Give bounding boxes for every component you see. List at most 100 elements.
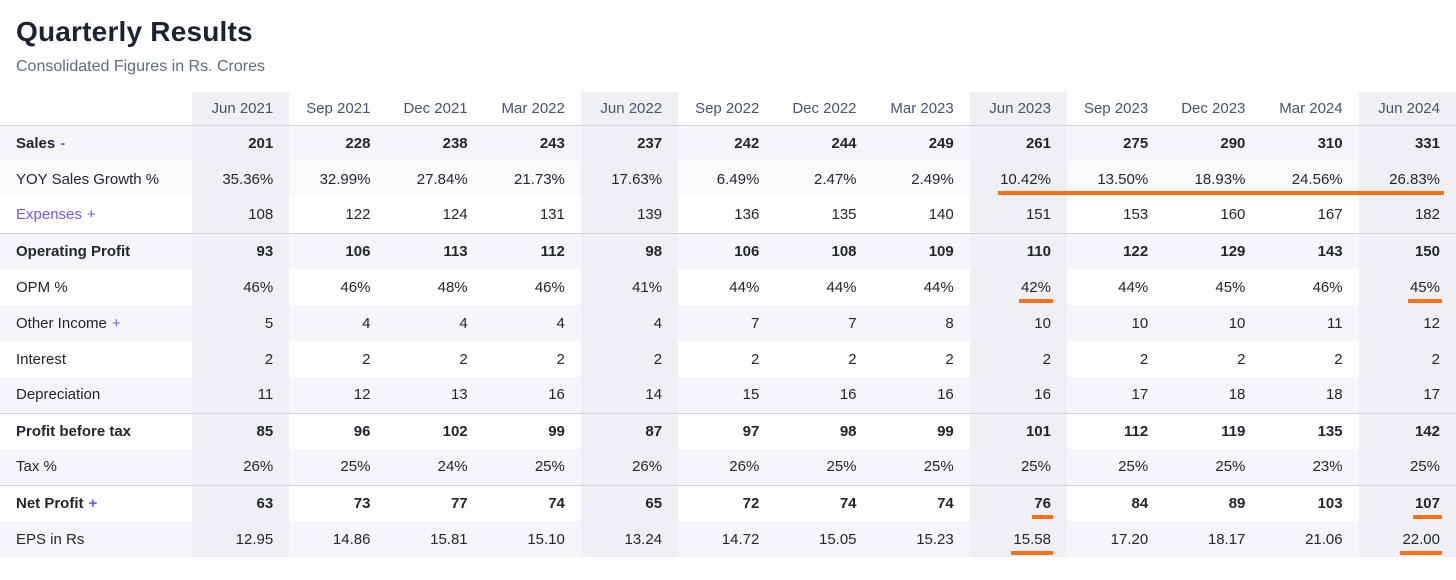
quarter-cell: 26% (192, 449, 290, 485)
expand-indicator-icon: - (60, 134, 66, 152)
quarter-cell: 103 (1261, 484, 1359, 521)
row-label-expenses[interactable]: Expenses + (0, 197, 192, 233)
quarter-cell: 17.20 (1066, 521, 1165, 557)
orange-underline-value: 76 (1032, 495, 1053, 519)
row-label-text: Profit before tax (16, 422, 132, 440)
quarter-cell: 11 (192, 377, 290, 413)
quarter-cell: 25% (872, 449, 970, 485)
quarter-cell: 25% (289, 449, 387, 485)
quarter-cell: 85 (192, 412, 290, 449)
row-label-eps-in-rs: EPS in Rs (0, 521, 192, 557)
quarter-cell: 63 (192, 484, 290, 521)
table-row-yoy-sales-growth: YOY Sales Growth % 35.36% 32.99% 27.84% 21.7… (0, 161, 1456, 197)
quarter-cell: 45% (1358, 269, 1456, 305)
quarter-cell: 17 (1066, 377, 1165, 413)
expand-indicator-icon: + (86, 206, 96, 224)
quarter-cell: 72 (678, 484, 776, 521)
row-label-text: OPM % (16, 278, 68, 296)
table-row-profit-before-tax: Profit before tax 85 96 102 99 87 97 98 99 101 112… (0, 412, 1456, 449)
quarter-cell: 129 (1164, 232, 1262, 269)
quarter-cell: 4 (483, 305, 581, 341)
quarter-cell: 25% (1358, 449, 1456, 485)
quarter-cell: 122 (1066, 232, 1165, 269)
quarter-cell: 13.50% (1066, 161, 1165, 197)
quarter-cell: 10.42% (969, 161, 1068, 197)
row-label-profit-before-tax: Profit before tax (0, 412, 192, 449)
row-label-sales[interactable]: Sales - (0, 125, 192, 161)
quarter-cell: 228 (289, 125, 387, 161)
quarter-cell: 46% (483, 269, 581, 305)
quarter-cell: 87 (580, 412, 679, 449)
quarter-cell: 7 (775, 305, 873, 341)
quarter-cell: 14 (580, 377, 679, 413)
row-label-yoy-sales-growth: YOY Sales Growth % (0, 161, 192, 197)
quarter-cell: 242 (678, 125, 776, 161)
quarter-cell: 310 (1261, 125, 1359, 161)
orange-underline-value: 45% (1407, 279, 1442, 303)
quarter-cell: 2 (678, 341, 776, 377)
row-label-other-income[interactable]: Other Income + (0, 305, 192, 341)
quarter-cell: 12 (1358, 305, 1456, 341)
column-header-mar-2022: Mar 2022 (483, 92, 581, 126)
row-label-net-profit[interactable]: Net Profit + (0, 484, 192, 521)
orange-underline-value: 42% (1018, 279, 1053, 303)
quarter-cell: 65 (580, 484, 679, 521)
quarter-cell: 32.99% (289, 161, 387, 197)
column-header-sep-2023: Sep 2023 (1066, 92, 1165, 126)
quarter-cell: 46% (289, 269, 387, 305)
quarter-cell: 13 (386, 377, 484, 413)
quarter-cell: 110 (969, 232, 1067, 269)
quarter-cell: 112 (1066, 412, 1165, 449)
quarter-cell: 26% (678, 449, 776, 485)
quarter-cell: 2 (1358, 341, 1456, 377)
quarter-cell: 2.47% (775, 161, 873, 197)
quarter-cell: 17 (1358, 377, 1456, 413)
quarter-cell: 4 (289, 305, 387, 341)
quarter-cell: 275 (1066, 125, 1165, 161)
quarter-cell: 140 (872, 197, 970, 233)
row-label-text: Tax % (16, 458, 57, 476)
row-label-operating-profit: Operating Profit (0, 232, 192, 269)
quarter-cell: 101 (969, 412, 1067, 449)
quarter-cell: 25% (1066, 449, 1165, 485)
quarter-cell: 74 (775, 484, 873, 521)
quarter-cell: 4 (580, 305, 679, 341)
table-row-opm: OPM % 46% 46% 48% 46% 41% 44% 44% 44% 42% 44% 45% 46… (0, 269, 1456, 305)
quarter-cell: 16 (872, 377, 970, 413)
quarter-cell: 5 (192, 305, 290, 341)
row-label-depreciation: Depreciation (0, 377, 192, 413)
quarter-cell: 11 (1261, 305, 1359, 341)
table-row-operating-profit: Operating Profit 93 106 113 112 98 106 108 109 11… (0, 232, 1456, 269)
quarter-cell: 15.81 (386, 521, 484, 557)
quarter-cell: 13.24 (580, 521, 679, 557)
column-header-sep-2021: Sep 2021 (289, 92, 387, 126)
quarter-cell: 45% (1164, 269, 1262, 305)
column-header-mar-2024: Mar 2024 (1261, 92, 1359, 126)
quarter-cell: 77 (386, 484, 484, 521)
quarter-cell: 14.86 (289, 521, 387, 557)
quarter-cell: 136 (678, 197, 776, 233)
quarter-cell: 74 (483, 484, 581, 521)
quarter-cell: 182 (1358, 197, 1456, 233)
row-label-text: Net Profit (16, 494, 84, 512)
table-row-interest: Interest 2 2 2 2 2 2 2 2 2 2 2 2 2 (0, 341, 1456, 377)
quarter-cell: 2 (969, 341, 1067, 377)
quarter-cell: 135 (775, 197, 873, 233)
column-header-dec-2021: Dec 2021 (386, 92, 484, 126)
quarter-cell: 2 (775, 341, 873, 377)
quarter-cell: 84 (1066, 484, 1165, 521)
quarter-cell: 4 (386, 305, 484, 341)
quarter-cell: 109 (872, 232, 970, 269)
quarter-cell: 261 (969, 125, 1067, 161)
row-label-text: Depreciation (16, 386, 101, 404)
quarter-cell: 15.58 (969, 521, 1067, 557)
quarter-cell: 6.49% (678, 161, 776, 197)
quarter-cell: 237 (580, 125, 679, 161)
quarter-cell: 124 (386, 197, 484, 233)
quarter-cell: 15.10 (483, 521, 581, 557)
quarter-cell: 10 (1164, 305, 1262, 341)
quarter-cell: 102 (386, 412, 484, 449)
quarter-cell: 139 (580, 197, 679, 233)
quarter-cell: 98 (775, 412, 873, 449)
quarter-cell: 76 (969, 484, 1067, 521)
